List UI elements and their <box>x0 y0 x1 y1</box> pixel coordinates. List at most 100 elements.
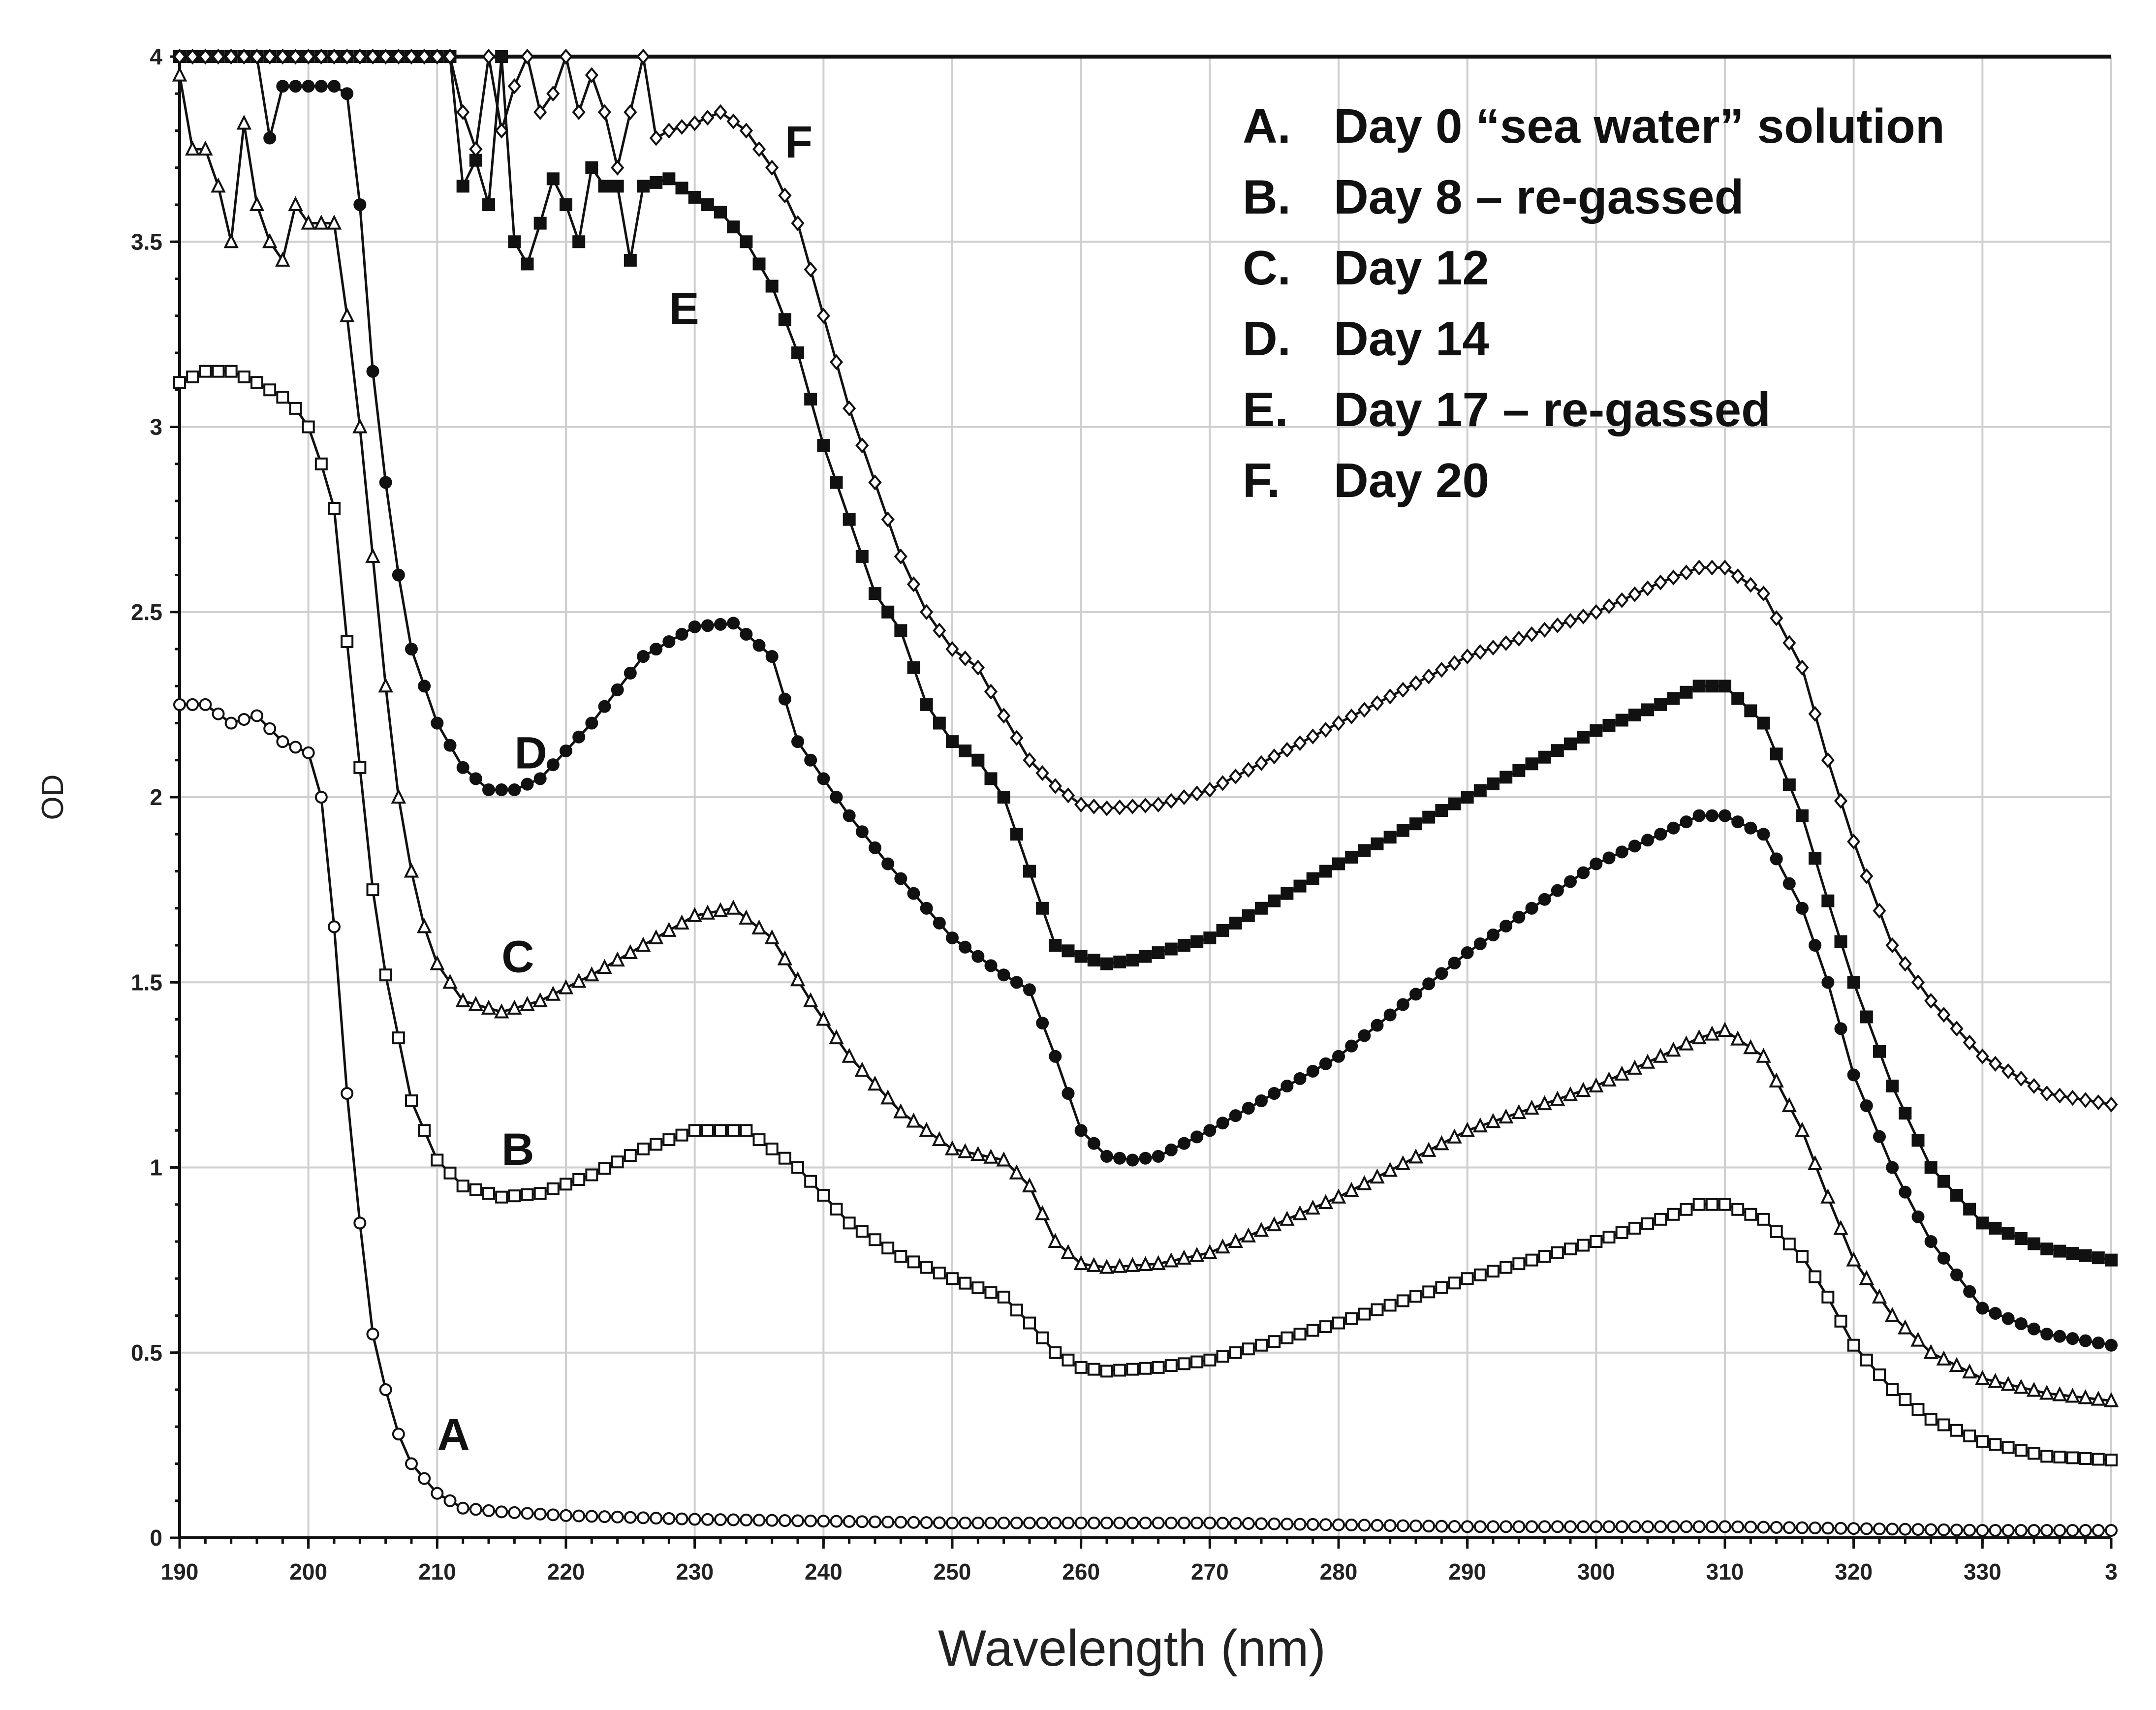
data-point <box>1512 1257 1526 1271</box>
data-point <box>1756 586 1771 602</box>
data-point <box>1602 598 1616 614</box>
data-point <box>1692 1198 1706 1211</box>
data-point <box>198 48 212 65</box>
data-point <box>624 253 637 267</box>
data-point <box>675 119 689 135</box>
data-point <box>1422 810 1436 824</box>
data-point <box>1371 1303 1384 1316</box>
data-point <box>250 376 263 389</box>
data-point <box>1950 1268 1963 1281</box>
data-point <box>443 739 457 752</box>
data-point <box>778 1514 791 1527</box>
data-point <box>1525 1520 1538 1533</box>
data-point <box>1551 1520 1564 1533</box>
data-point <box>597 104 612 120</box>
data-point <box>328 80 341 93</box>
data-point <box>2001 1063 2015 1079</box>
legend-entry-letter: E. <box>1243 382 1288 436</box>
data-point <box>1306 1064 1319 1078</box>
data-point <box>920 698 933 711</box>
data-point <box>610 951 625 967</box>
data-point <box>2014 1444 2028 1457</box>
data-point <box>1834 1022 1847 1035</box>
data-point <box>276 80 289 93</box>
data-point <box>237 370 250 383</box>
data-point <box>508 1189 521 1203</box>
data-point <box>1125 1257 1140 1272</box>
data-point <box>1847 1338 1860 1352</box>
data-point <box>352 418 368 434</box>
data-point <box>1705 1520 1719 1533</box>
data-point <box>920 1516 933 1529</box>
data-point <box>714 618 727 631</box>
data-point <box>700 904 716 920</box>
data-point <box>946 735 959 748</box>
data-point <box>1434 1135 1449 1150</box>
data-point <box>1860 1010 1873 1024</box>
data-point <box>1564 1243 1577 1256</box>
data-point <box>1512 1520 1526 1533</box>
data-point <box>1164 1359 1178 1372</box>
data-point <box>533 1187 547 1200</box>
legend: A. Day 0 “sea water” solution B. Day 8 – re… <box>1243 99 1945 507</box>
label-layer: A B C D E F <box>437 117 812 1460</box>
data-point <box>777 950 793 965</box>
data-point <box>1937 1523 1950 1536</box>
data-point <box>1383 1008 1397 1022</box>
data-point <box>1602 1520 1616 1533</box>
x-tick-label: 330 <box>1964 1559 2001 1585</box>
data-point <box>1473 644 1487 660</box>
data-point <box>2092 1094 2105 1111</box>
data-point <box>791 1514 804 1527</box>
data-point <box>1537 1095 1552 1111</box>
legend-entry-text: Day 17 – re-gassed <box>1334 382 1771 436</box>
data-point <box>611 180 624 193</box>
data-point <box>1577 1239 1590 1252</box>
data-point <box>751 919 767 934</box>
data-point <box>1281 1518 1294 1531</box>
data-point <box>1719 680 1731 693</box>
data-point <box>1872 1288 1887 1304</box>
y-tick-label: 2 <box>150 784 162 810</box>
x-tick-label: 190 <box>161 1559 199 1585</box>
data-point <box>959 744 972 757</box>
data-point <box>1821 894 1835 907</box>
data-point <box>714 1124 727 1137</box>
data-point <box>1820 1188 1836 1204</box>
data-point <box>443 1494 457 1507</box>
data-point <box>584 966 599 982</box>
data-point <box>1203 1124 1217 1137</box>
data-point <box>1062 944 1075 958</box>
data-point <box>1242 762 1255 778</box>
data-point <box>353 48 367 65</box>
data-point <box>237 713 250 726</box>
data-point <box>521 777 534 791</box>
data-point <box>1525 902 1538 915</box>
data-point <box>1680 1203 1693 1216</box>
data-point <box>2105 1523 2118 1537</box>
data-point <box>1448 957 1461 970</box>
data-point <box>752 1133 766 1147</box>
data-point <box>637 1511 650 1524</box>
data-point <box>1461 946 1474 960</box>
data-point <box>1923 1344 1938 1359</box>
data-point <box>752 1514 766 1527</box>
series-e <box>173 50 2118 1267</box>
data-point <box>907 1516 920 1529</box>
data-point <box>701 110 715 126</box>
data-point <box>727 1124 740 1137</box>
data-point <box>1281 887 1294 900</box>
data-point <box>1601 1071 1617 1087</box>
data-point <box>1396 1519 1409 1532</box>
data-point <box>1860 868 1874 884</box>
data-point <box>740 627 753 641</box>
data-point <box>649 130 663 146</box>
data-point <box>1358 1307 1371 1321</box>
data-point <box>482 48 496 65</box>
data-point <box>1254 755 1268 771</box>
data-point <box>1100 800 1114 816</box>
y-tick-label: 2.5 <box>131 599 162 625</box>
data-point <box>727 1513 740 1526</box>
data-point <box>1911 974 1925 991</box>
data-point <box>1924 1235 1937 1248</box>
